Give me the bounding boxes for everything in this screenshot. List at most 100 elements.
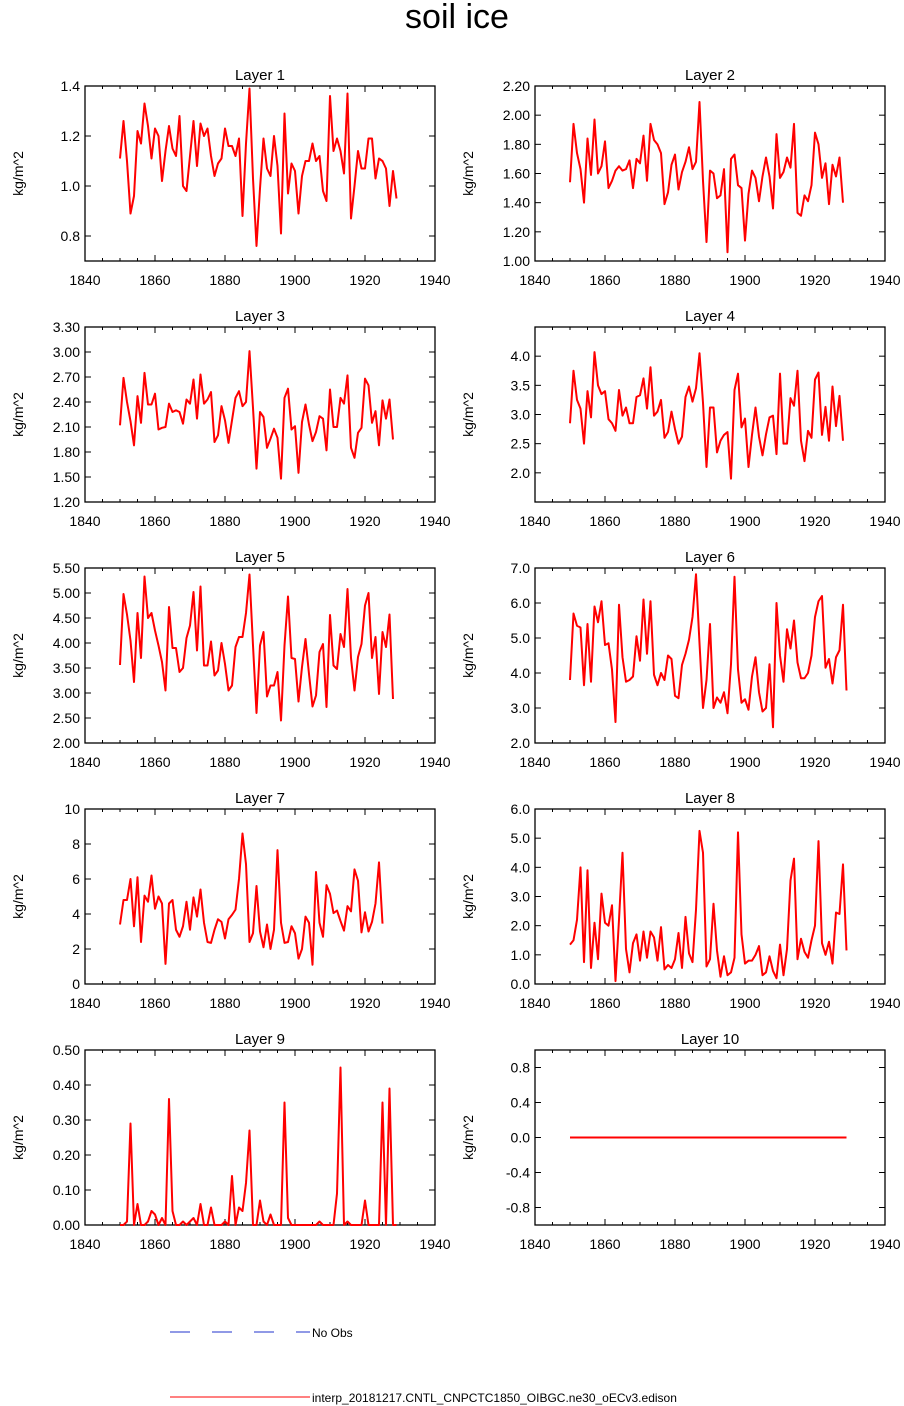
y-tick-label: 1.80 xyxy=(503,136,530,152)
x-tick-label: 1880 xyxy=(209,513,240,529)
y-tick-label: 1.40 xyxy=(503,195,530,211)
plot-frame xyxy=(84,808,436,985)
panel-layer-2: Layer 2 kg/m^2 1840 1860 1880 1900 1920 1940 1.0… xyxy=(460,67,901,288)
y-tick-label: -0.4 xyxy=(506,1165,530,1181)
y-tick-label: 2.0 xyxy=(511,735,531,751)
x-tick-label: 1880 xyxy=(659,1236,690,1252)
y-axis-label: kg/m^2 xyxy=(460,633,476,678)
y-tick-label: 3.0 xyxy=(511,700,531,716)
x-tick-label: 1880 xyxy=(659,754,690,770)
panel-title: Layer 9 xyxy=(235,1031,285,1048)
panel-title: Layer 5 xyxy=(235,549,285,566)
x-tick-label: 1900 xyxy=(729,995,760,1011)
x-tick-label: 1860 xyxy=(589,513,620,529)
y-tick-label: 1.0 xyxy=(61,178,81,194)
y-tick-label: 6 xyxy=(72,871,80,887)
x-tick-label: 1920 xyxy=(349,995,380,1011)
y-tick-label: 2.20 xyxy=(503,78,530,94)
x-tick-label: 1840 xyxy=(69,995,100,1011)
x-tick-label: 1940 xyxy=(869,995,900,1011)
y-tick-label: 6.0 xyxy=(511,595,531,611)
x-tick-label: 1900 xyxy=(279,1236,310,1252)
x-tick-label: 1920 xyxy=(799,995,830,1011)
x-tick-label: 1860 xyxy=(589,1236,620,1252)
x-tick-label: 1920 xyxy=(349,1236,380,1252)
y-tick-label: 1.00 xyxy=(503,253,530,269)
y-tick-label: 0.0 xyxy=(511,976,531,992)
x-tick-label: 1880 xyxy=(659,513,690,529)
x-tick-label: 1900 xyxy=(279,513,310,529)
panel-title: Layer 4 xyxy=(685,308,735,325)
panel-title: Layer 7 xyxy=(235,790,285,807)
x-tick-label: 1920 xyxy=(799,1236,830,1252)
legend-label-model: interp_20181217.CNTL_CNPCTC1850_OIBGC.ne… xyxy=(312,1391,677,1405)
panels: Layer 1 kg/m^2 1840 1860 1880 1900 1920 1940 0.8… xyxy=(10,67,901,1252)
x-tick-label: 1880 xyxy=(209,754,240,770)
y-tick-label: 5.0 xyxy=(511,830,531,846)
series-line xyxy=(569,573,848,729)
x-tick-label: 1880 xyxy=(659,995,690,1011)
x-tick-label: 1840 xyxy=(519,1236,550,1252)
y-tick-label: 2.50 xyxy=(53,710,80,726)
panel-title: Layer 3 xyxy=(235,308,285,325)
y-tick-label: 2.00 xyxy=(53,735,80,751)
x-tick-label: 1920 xyxy=(349,754,380,770)
series-line xyxy=(120,1066,397,1226)
x-tick-label: 1920 xyxy=(799,754,830,770)
x-tick-label: 1920 xyxy=(349,513,380,529)
y-tick-label: 2.40 xyxy=(53,394,80,410)
legend-label-no-obs: No Obs xyxy=(312,1326,353,1340)
y-tick-label: 2.00 xyxy=(503,107,530,123)
y-tick-label: 2.5 xyxy=(511,436,531,452)
plot-frame xyxy=(534,567,886,744)
series-line xyxy=(119,573,394,722)
x-tick-label: 1900 xyxy=(729,272,760,288)
y-tick-label: 3.5 xyxy=(511,377,531,393)
x-tick-label: 1940 xyxy=(419,1236,450,1252)
panel-layer-3: Layer 3 kg/m^2 1840 1860 1880 1900 1920 1940 1.2… xyxy=(10,308,451,529)
x-tick-label: 1840 xyxy=(69,272,100,288)
panel-layer-9: Layer 9 kg/m^2 1840 1860 1880 1900 1920 1940 0.0… xyxy=(10,1031,451,1252)
y-axis-label: kg/m^2 xyxy=(10,874,26,919)
x-tick-label: 1940 xyxy=(869,513,900,529)
x-tick-label: 1840 xyxy=(519,513,550,529)
y-tick-label: 2.0 xyxy=(511,465,531,481)
series-line xyxy=(119,832,384,966)
x-tick-label: 1940 xyxy=(419,513,450,529)
y-tick-label: 1.4 xyxy=(61,78,81,94)
x-tick-label: 1860 xyxy=(589,754,620,770)
y-tick-label: 1.0 xyxy=(511,947,531,963)
panel-layer-7: Layer 7 kg/m^2 1840 1860 1880 1900 1920 1940 0 2 4… xyxy=(10,790,451,1011)
y-tick-label: 3.0 xyxy=(511,407,531,423)
panel-title: Layer 8 xyxy=(685,790,735,807)
x-tick-label: 1840 xyxy=(69,1236,100,1252)
x-tick-label: 1940 xyxy=(419,754,450,770)
y-tick-label: 4 xyxy=(72,906,80,922)
panel-layer-6: Layer 6 kg/m^2 1840 1860 1880 1900 1920 1940 2.0… xyxy=(460,549,901,770)
y-tick-label: 2.0 xyxy=(511,918,531,934)
x-tick-label: 1900 xyxy=(729,754,760,770)
x-tick-label: 1880 xyxy=(209,1236,240,1252)
panel-layer-10: Layer 10 kg/m^2 1840 1860 1880 1900 1920 1940 -0… xyxy=(460,1031,901,1252)
x-tick-label: 1840 xyxy=(519,272,550,288)
x-tick-label: 1940 xyxy=(869,754,900,770)
y-tick-label: 0.40 xyxy=(53,1077,80,1093)
x-tick-label: 1860 xyxy=(589,272,620,288)
y-tick-label: 0.8 xyxy=(511,1060,531,1076)
x-tick-label: 1840 xyxy=(69,754,100,770)
x-tick-label: 1900 xyxy=(729,1236,760,1252)
legend: No Obs interp_20181217.CNTL_CNPCTC1850_O… xyxy=(170,1326,677,1405)
x-tick-label: 1840 xyxy=(519,754,550,770)
y-axis-label: kg/m^2 xyxy=(460,392,476,437)
panel-title: Layer 10 xyxy=(681,1031,739,1048)
y-axis-label: kg/m^2 xyxy=(460,1115,476,1160)
x-tick-label: 1940 xyxy=(869,1236,900,1252)
y-tick-label: 0.30 xyxy=(53,1112,80,1128)
y-tick-label: 2 xyxy=(72,941,80,957)
y-axis-label: kg/m^2 xyxy=(460,874,476,919)
y-tick-label: 4.0 xyxy=(511,859,531,875)
x-tick-label: 1860 xyxy=(139,995,170,1011)
series-line xyxy=(569,101,844,254)
panel-title: Layer 2 xyxy=(685,67,735,84)
